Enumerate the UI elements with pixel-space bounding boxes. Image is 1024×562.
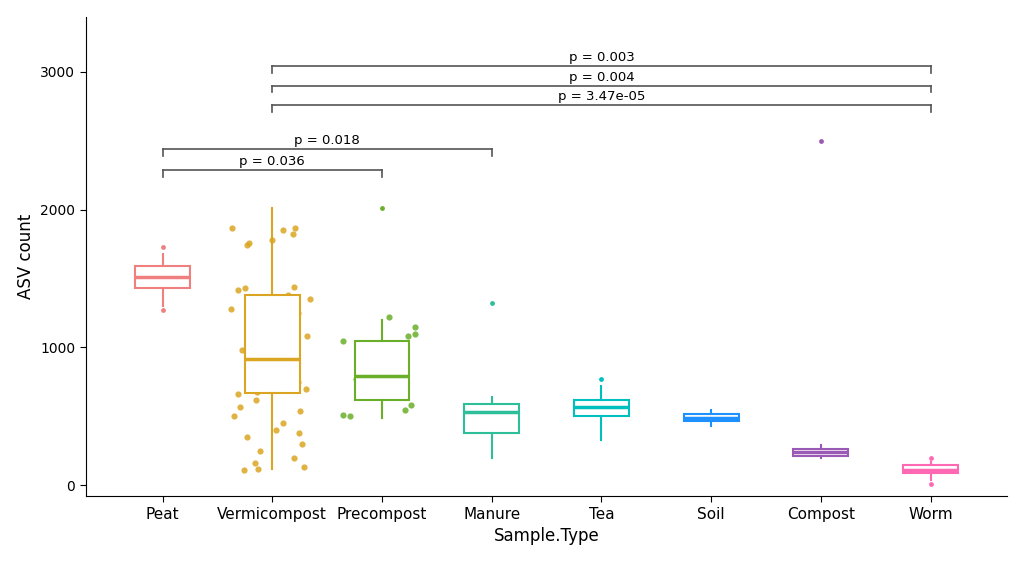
Point	[290, 378, 306, 387]
Point	[247, 329, 263, 338]
Point	[354, 379, 371, 388]
Point	[381, 312, 397, 321]
Point	[400, 332, 417, 341]
Point	[299, 332, 315, 341]
Point	[265, 305, 282, 314]
Point	[273, 315, 290, 324]
Point	[259, 351, 275, 360]
Point	[234, 346, 251, 355]
Point	[254, 348, 270, 357]
Bar	[684, 414, 738, 422]
Bar	[245, 295, 300, 393]
Text: p = 3.47e-05: p = 3.47e-05	[558, 90, 645, 103]
Point	[247, 459, 263, 468]
Point	[237, 466, 253, 475]
Point	[273, 354, 290, 363]
Point	[286, 282, 302, 291]
Point	[302, 294, 318, 303]
Point	[276, 364, 293, 373]
Bar	[135, 266, 190, 288]
Point	[387, 370, 403, 379]
X-axis label: Sample.Type: Sample.Type	[494, 527, 599, 545]
Point	[283, 323, 299, 332]
Point	[374, 204, 390, 213]
Point	[272, 370, 289, 379]
Point	[230, 390, 247, 399]
Bar	[354, 341, 410, 400]
Point	[267, 343, 284, 352]
Point	[923, 454, 939, 463]
Point	[268, 425, 285, 434]
Point	[407, 329, 423, 338]
Y-axis label: ASV count: ASV count	[16, 214, 35, 299]
Point	[265, 360, 282, 369]
Point	[483, 299, 500, 308]
Point	[593, 375, 609, 384]
Point	[239, 241, 255, 250]
Point	[274, 419, 291, 428]
Bar	[574, 400, 629, 416]
Point	[229, 285, 246, 294]
Point	[231, 402, 248, 411]
Point	[280, 291, 296, 300]
Point	[237, 284, 253, 293]
Bar	[903, 465, 958, 473]
Point	[249, 387, 265, 396]
Point	[392, 383, 409, 392]
Point	[292, 406, 308, 415]
Point	[407, 323, 423, 332]
Point	[266, 380, 283, 389]
Point	[241, 238, 257, 247]
Point	[376, 368, 392, 377]
Point	[250, 464, 266, 473]
Point	[287, 223, 303, 232]
Bar	[794, 449, 848, 456]
Point	[279, 350, 295, 359]
Point	[282, 339, 298, 348]
Point	[291, 428, 307, 437]
Text: p = 0.036: p = 0.036	[240, 155, 305, 167]
Point	[222, 305, 239, 314]
Point	[224, 223, 241, 232]
Point	[239, 433, 255, 442]
Point	[226, 412, 243, 421]
Point	[396, 405, 413, 414]
Point	[348, 375, 365, 384]
Text: p = 0.004: p = 0.004	[568, 70, 634, 84]
Point	[248, 396, 264, 405]
Point	[286, 454, 302, 463]
Point	[390, 345, 407, 353]
Point	[252, 446, 268, 455]
Point	[275, 226, 292, 235]
Point	[290, 309, 306, 318]
Point	[155, 306, 171, 315]
Point	[285, 230, 301, 239]
Point	[155, 242, 171, 251]
Point	[335, 336, 351, 345]
Text: p = 0.003: p = 0.003	[568, 51, 634, 64]
Point	[342, 412, 358, 421]
Point	[335, 410, 351, 419]
Text: p = 0.018: p = 0.018	[294, 134, 360, 147]
Point	[813, 136, 829, 145]
Point	[298, 384, 314, 393]
Point	[403, 401, 420, 410]
Point	[923, 480, 939, 489]
Point	[364, 347, 380, 356]
Point	[259, 352, 275, 361]
Point	[294, 439, 310, 448]
Point	[296, 463, 312, 472]
Point	[264, 235, 281, 244]
Point	[397, 393, 414, 402]
Bar	[464, 404, 519, 433]
